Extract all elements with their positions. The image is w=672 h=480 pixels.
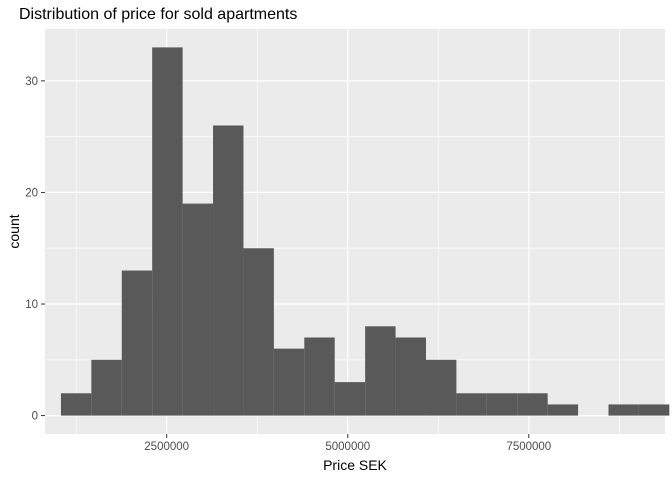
chart-title: Distribution of price for sold apartment… (19, 6, 298, 23)
histogram-bar (60, 393, 92, 416)
histogram-bar (213, 125, 244, 416)
histogram-bar (273, 348, 305, 416)
y-tick-label: 20 (25, 187, 38, 199)
histogram-bar (243, 248, 274, 416)
histogram-bar (365, 326, 396, 416)
x-tick-label: 2500000 (144, 441, 189, 453)
histogram-bar (456, 393, 487, 416)
histogram-bar (91, 359, 122, 416)
y-tick-label: 30 (25, 76, 38, 88)
histogram-bars (60, 47, 670, 416)
y-tick-label: 10 (25, 299, 38, 311)
histogram-bar (395, 337, 426, 416)
histogram-bar (121, 270, 153, 416)
histogram-bar (517, 393, 548, 416)
histogram-bar (486, 393, 518, 416)
y-tick-label: 0 (32, 411, 38, 423)
histogram-bar (304, 337, 335, 416)
histogram-bar (152, 47, 183, 416)
y-axis-title: count (6, 214, 22, 248)
histogram-bar (608, 404, 639, 416)
x-tick-label: 7500000 (506, 441, 551, 453)
x-axis-ticks: 2500000 5000000 7500000 (144, 434, 551, 453)
histogram-bar (638, 404, 670, 416)
x-axis-title: Price SEK (323, 457, 387, 473)
histogram-bar (182, 203, 214, 416)
histogram-bar (547, 404, 579, 416)
histogram-bar (425, 359, 457, 416)
histogram-bar (334, 382, 366, 416)
x-tick-label: 5000000 (325, 441, 370, 453)
y-axis-ticks: 0 10 20 30 (25, 76, 45, 423)
